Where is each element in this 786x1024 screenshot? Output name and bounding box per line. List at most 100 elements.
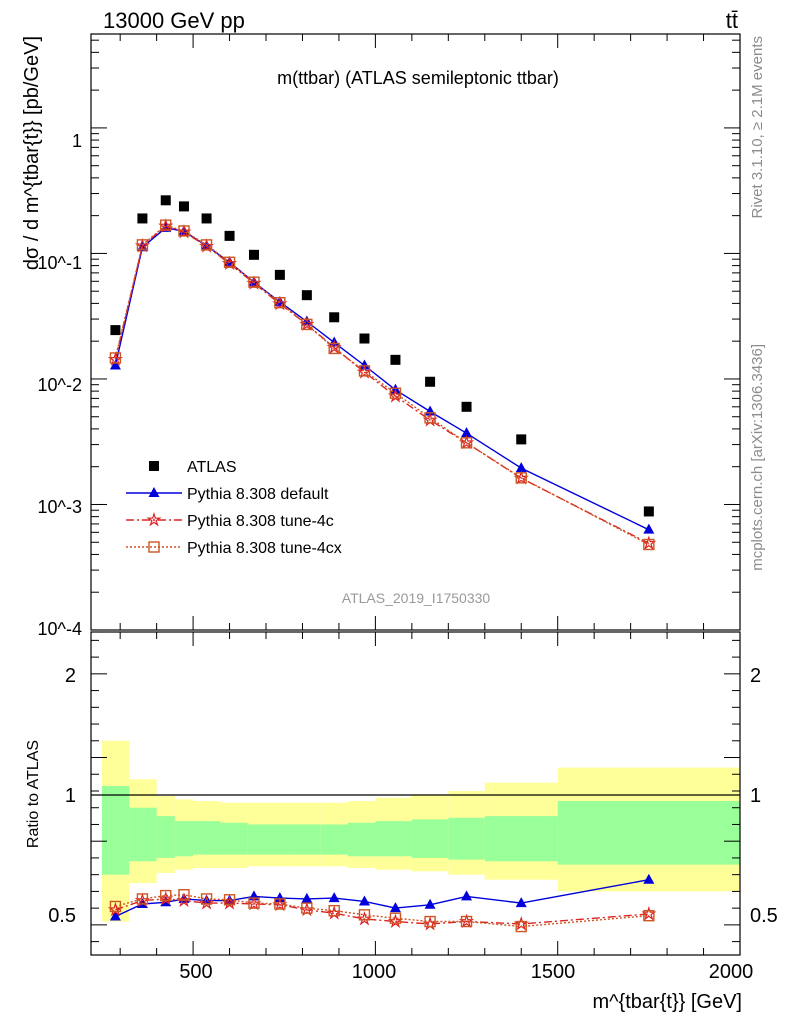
inner-band <box>129 807 157 862</box>
ratio-data-point <box>109 900 122 913</box>
main-series-layer <box>107 195 657 551</box>
data-point <box>274 269 285 280</box>
ratio-data-point <box>136 893 149 905</box>
y-tick-label: 10^-4 <box>38 619 82 639</box>
ratio-plot-frame <box>90 631 741 956</box>
data-point <box>641 535 657 550</box>
data-point <box>424 412 436 424</box>
ratio-data-point <box>201 894 213 905</box>
data-point <box>200 239 213 251</box>
inner-band <box>156 816 175 858</box>
y-tick-label: 10^-2 <box>38 375 82 395</box>
ratio-data-point <box>176 892 192 908</box>
data-point <box>643 506 654 517</box>
ratio-data-point <box>248 897 260 909</box>
rivet-version-label: Rivet 3.1.10, ≥ 2.1M events <box>749 36 766 219</box>
ratio-axis-ticks <box>91 632 741 955</box>
main-y-tick-labels: 1 10^-1 10^-2 10^-3 10^-4 <box>38 131 82 639</box>
ratio-data-point <box>223 894 236 906</box>
data-point <box>223 256 236 268</box>
ratio-data-point <box>515 897 527 908</box>
main-plot-panel: m(ttbar) (ATLAS semileptonic ttbar) ATLA… <box>21 33 741 639</box>
ratio-series-line <box>115 898 649 925</box>
ratio-y-axis-label: Ratio to ATLAS <box>25 740 42 848</box>
inner-band <box>320 824 349 855</box>
ratio-uncertainty-bands <box>101 740 740 922</box>
main-plot-title: m(ttbar) (ATLAS semileptonic ttbar) <box>277 68 559 88</box>
ratio-data-point <box>328 904 340 917</box>
data-point <box>248 276 260 288</box>
data-point <box>356 364 373 379</box>
legend-label: Pythia 8.308 tune-4c <box>187 513 334 530</box>
inner-band <box>220 822 248 855</box>
inner-band <box>411 819 449 858</box>
data-point <box>107 351 124 366</box>
legend-label: Pythia 8.308 tune-4cx <box>187 540 342 557</box>
data-point <box>329 312 340 323</box>
series-line <box>114 227 650 531</box>
data-point <box>221 255 238 271</box>
ratio-data-point <box>424 898 436 909</box>
data-point <box>389 387 402 399</box>
inner-band <box>193 821 221 855</box>
data-point <box>109 352 122 364</box>
ratio-y-tick-label-right: 2 <box>750 665 761 687</box>
data-point <box>328 342 340 355</box>
data-point <box>513 470 529 485</box>
ratio-data-point <box>200 893 213 905</box>
legend-marker <box>148 541 160 553</box>
ratio-y-tick-label: 0.5 <box>48 905 76 927</box>
inner-band <box>375 821 412 857</box>
ratio-data-point <box>460 915 473 928</box>
data-point <box>461 427 473 438</box>
data-point <box>246 275 262 290</box>
data-point <box>425 376 436 387</box>
ratio-data-point <box>643 873 655 884</box>
ratio-y-tick-label-right: 0.5 <box>750 905 778 927</box>
series-line <box>114 224 650 546</box>
ratio-y-tick-labels-left: 2 1 0.5 <box>48 665 76 927</box>
ratio-data-point <box>356 911 373 926</box>
data-point <box>224 230 235 241</box>
inner-band <box>557 801 740 865</box>
data-point <box>160 195 171 206</box>
data-point <box>390 354 401 365</box>
data-point <box>516 434 527 445</box>
ratio-data-point <box>301 902 313 914</box>
ratio-data-point <box>513 916 529 931</box>
x-tick-label: 1500 <box>531 961 576 983</box>
ratio-data-point <box>461 890 473 901</box>
ratio-data-point <box>389 902 401 913</box>
inner-band <box>348 822 376 857</box>
data-point <box>158 218 174 233</box>
inner-band <box>266 824 294 855</box>
ratio-y-tick-label: 2 <box>65 665 76 687</box>
ratio-data-point <box>326 905 342 920</box>
ratio-data-point <box>178 889 190 901</box>
data-point <box>274 297 286 309</box>
ratio-data-point <box>272 896 288 912</box>
data-point <box>248 249 259 260</box>
ratio-data-point <box>422 916 438 931</box>
data-point <box>458 434 475 450</box>
ratio-data-point <box>641 906 657 921</box>
ratio-plot-panel: 2 1 0.5 2 1 0.5 Ratio to ATLAS 500 1000 … <box>25 631 778 1013</box>
legend: ATLAS Pythia 8.308 default Pythia 8.308 tu… <box>126 459 342 557</box>
ratio-data-point <box>328 892 340 903</box>
mcplots-label: mcplots.cern.ch [arXiv:1306.3436] <box>749 344 766 571</box>
ratio-data-point <box>458 913 475 928</box>
data-point <box>515 472 527 484</box>
series-atlas <box>110 195 654 517</box>
y-tick-label: 10^-3 <box>38 497 82 517</box>
data-point <box>136 239 149 251</box>
data-point <box>301 318 313 331</box>
data-point <box>178 225 190 237</box>
data-point <box>201 213 212 224</box>
series-line <box>114 225 650 545</box>
ratio-data-point <box>109 910 121 921</box>
data-point <box>515 462 527 473</box>
legend-marker <box>146 512 162 527</box>
header-right-label: tt̄ <box>726 8 738 33</box>
series-pythia-8-308-tune-4cx <box>109 219 655 551</box>
